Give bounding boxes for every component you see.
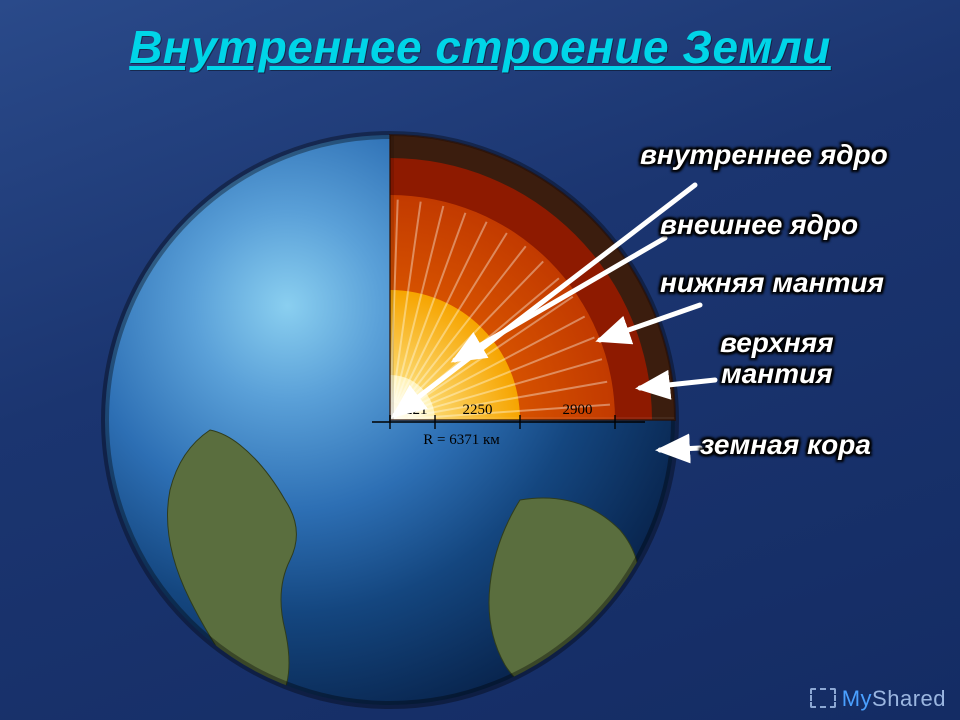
svg-text:1221: 1221 [398, 402, 428, 418]
svg-text:2900: 2900 [563, 402, 593, 418]
svg-text:R = 6371 км: R = 6371 км [423, 432, 500, 448]
label-outer-core: внешнее ядро [660, 210, 858, 241]
label-crust: земная кора [700, 430, 871, 461]
watermark: MyShared [810, 686, 946, 712]
label-inner-core: внутреннее ядро [640, 140, 888, 171]
label-upper-mantle: верхняя мантия [720, 328, 834, 390]
watermark-icon [810, 688, 836, 708]
slide-stage: Внутреннее строение Земли [0, 0, 960, 720]
svg-text:2250: 2250 [463, 402, 493, 418]
label-lower-mantle: нижняя мантия [660, 268, 884, 299]
